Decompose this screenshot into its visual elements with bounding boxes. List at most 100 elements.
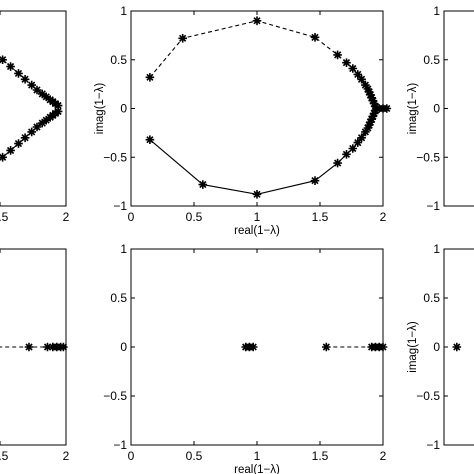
data-point-marker	[27, 127, 36, 137]
x-axis-label: real(1−λ)	[234, 225, 280, 237]
data-point-marker	[333, 50, 342, 60]
data-point-marker	[361, 80, 370, 90]
x-tick-label: 1.5	[312, 210, 329, 224]
y-tick-label: 0.5	[110, 53, 127, 67]
y-tick-label: 1	[120, 242, 127, 256]
data-point-marker	[41, 115, 51, 125]
data-point-marker	[252, 190, 262, 199]
data-point-marker	[361, 127, 370, 137]
plot-frame	[130, 10, 384, 207]
data-point-marker	[20, 75, 30, 84]
x-tick-label: 1	[254, 210, 261, 224]
data-point-marker	[364, 87, 374, 97]
data-point-marker	[452, 342, 462, 352]
data-point-marker	[198, 180, 208, 189]
data-point-marker	[59, 342, 68, 352]
x-tick-label: 0.5	[186, 210, 203, 224]
data-point-marker	[32, 85, 42, 95]
data-point-marker	[322, 342, 331, 352]
data-point-marker	[14, 69, 23, 78]
data-point-marker	[178, 34, 187, 43]
x-tick-label: 1.5	[0, 449, 9, 463]
data-point-marker	[369, 109, 379, 118]
y-tick-label: 1	[120, 4, 127, 18]
y-tick-label: −0.5	[416, 389, 440, 403]
panel-bottom-right: −1 −0.5 0 0.5 1 imag(1−λ)	[407, 242, 474, 452]
data-point-marker	[366, 117, 375, 127]
data-point-marker	[310, 33, 320, 42]
x-tick-label: 1.5	[312, 449, 329, 463]
data-point-marker	[41, 92, 51, 102]
data-point-marker	[145, 135, 155, 144]
y-axis-label: imag(1−λ)	[94, 83, 106, 135]
plot-frame	[443, 10, 474, 207]
panel-top-right: −1 −0.5 0 0.5 1 imag(1−λ)	[407, 4, 474, 213]
data-point-marker	[367, 114, 376, 124]
data-point-marker	[363, 123, 373, 133]
x-tick-label: 2	[380, 210, 387, 224]
data-point-marker	[37, 118, 47, 128]
data-point-marker	[32, 122, 42, 132]
data-point-marker	[24, 342, 34, 352]
data-point-marker	[53, 107, 63, 116]
x-tick-label: 2	[63, 449, 70, 463]
data-point-marker	[366, 90, 375, 100]
panel-bottom-left: 1.52	[0, 248, 70, 463]
y-axis-label: imag(1−λ)	[407, 83, 419, 135]
data-point-marker	[367, 93, 376, 103]
data-point-marker	[248, 342, 258, 352]
data-point-marker	[43, 342, 52, 352]
data-point-marker	[371, 106, 380, 115]
y-tick-label: 0.5	[110, 291, 127, 305]
data-point-marker	[368, 96, 378, 105]
data-point-marker	[368, 112, 378, 121]
y-tick-label: 0	[433, 102, 440, 116]
y-tick-label: 0	[120, 102, 127, 116]
data-point-marker	[342, 150, 351, 159]
data-point-marker	[353, 138, 363, 147]
data-point-marker	[252, 16, 262, 26]
y-axis-label: imag(1−λ)	[407, 321, 419, 373]
x-tick-label: 0	[128, 449, 135, 463]
data-point-marker	[20, 133, 30, 143]
data-point-marker	[353, 70, 363, 79]
data-point-marker	[6, 146, 15, 155]
x-tick-label: 0	[128, 210, 135, 224]
data-point-marker	[369, 99, 379, 108]
y-tick-label: 0	[120, 340, 127, 354]
x-axis-label: real(1−λ)	[234, 464, 280, 474]
y-tick-label: 1	[433, 4, 440, 18]
y-tick-label: −1	[113, 199, 127, 213]
x-tick-label: 0.5	[186, 449, 203, 463]
data-point-marker	[333, 158, 342, 168]
series-line-dashed	[0, 56, 59, 107]
data-point-marker	[348, 144, 358, 153]
x-tick-label: 1.5	[0, 210, 9, 224]
data-point-marker	[364, 120, 374, 130]
x-tick-label: 2	[380, 449, 387, 463]
data-point-marker	[310, 176, 320, 185]
y-tick-label: −1	[426, 438, 440, 452]
y-tick-label: 1	[433, 242, 440, 256]
y-tick-label: −1	[426, 199, 440, 213]
data-point-marker	[348, 64, 358, 73]
data-point-marker	[363, 84, 373, 94]
x-tick-label: 2	[63, 210, 70, 224]
data-point-marker	[357, 133, 366, 143]
y-tick-label: −1	[113, 438, 127, 452]
y-tick-label: 0.5	[423, 291, 440, 305]
data-point-marker	[53, 101, 63, 110]
data-point-marker	[357, 75, 366, 84]
data-point-marker	[378, 342, 388, 352]
y-tick-label: −0.5	[103, 150, 127, 164]
data-point-marker	[0, 55, 7, 64]
y-tick-label: −0.5	[416, 150, 440, 164]
x-tick-label: 1	[254, 449, 261, 463]
data-point-marker	[145, 73, 155, 82]
data-point-marker	[342, 58, 351, 67]
y-tick-label: 0.5	[423, 53, 440, 67]
data-point-marker	[37, 89, 47, 99]
